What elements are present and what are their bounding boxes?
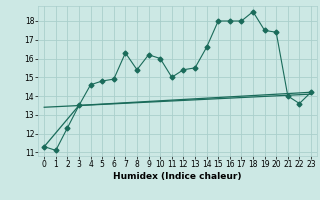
X-axis label: Humidex (Indice chaleur): Humidex (Indice chaleur) (113, 172, 242, 181)
